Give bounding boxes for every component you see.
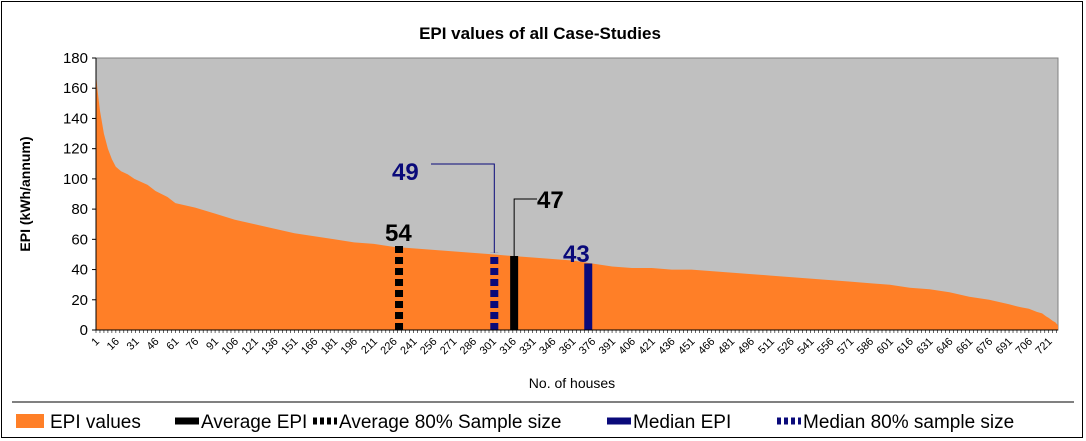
x-tick-label: 121 <box>239 336 260 357</box>
y-tick-label: 20 <box>71 292 88 309</box>
legend: EPI values Average EPI Average 80% Sample … <box>16 412 1014 433</box>
x-tick-label: 406 <box>617 336 638 357</box>
x-tick-label: 556 <box>815 336 836 357</box>
x-tick-label: 541 <box>795 336 816 357</box>
y-tick-label: 140 <box>63 110 88 127</box>
x-tick-label: 391 <box>597 336 618 357</box>
x-tick-label: 196 <box>339 336 360 357</box>
series-area-0 <box>96 73 1058 330</box>
y-tick-label: 60 <box>71 231 88 248</box>
x-tick-label: 451 <box>676 336 697 357</box>
x-tick-label: 346 <box>537 336 558 357</box>
x-tick-label: 286 <box>458 336 479 357</box>
x-tick-label: 721 <box>1033 336 1054 357</box>
x-tick-label: 181 <box>319 336 340 357</box>
y-tick-layer: 0 20 40 60 80 100 120 140 160 180 <box>63 50 96 339</box>
y-tick-label: 0 <box>80 322 88 339</box>
y-tick-label: 40 <box>71 262 88 279</box>
x-tick-label: 226 <box>378 336 399 357</box>
x-tick-label: 601 <box>875 336 896 357</box>
annotation-leader-3 <box>431 163 495 253</box>
x-tick-label: 106 <box>220 336 241 357</box>
y-tick-label: 120 <box>63 141 88 158</box>
x-tick-label: 526 <box>775 336 796 357</box>
x-tick-label: 361 <box>557 336 578 357</box>
x-tick-label: 256 <box>418 336 439 357</box>
x-tick-label: 61 <box>164 336 181 353</box>
x-tick-label: 31 <box>125 336 142 353</box>
area-series-layer <box>96 73 1058 330</box>
legend-label-0: EPI values <box>50 412 141 433</box>
x-tick-label: 436 <box>656 336 677 357</box>
x-tick-label: 91 <box>204 336 221 353</box>
legend-label-1: Average EPI <box>201 412 307 433</box>
x-tick-label: 661 <box>954 336 975 357</box>
legend-label-4: Median 80% sample size <box>803 412 1014 433</box>
x-tick-label: 151 <box>279 336 300 357</box>
marker-layer: 47 54 43 49 <box>385 159 593 330</box>
x-tick-label: 481 <box>716 336 737 357</box>
x-tick-label: 676 <box>974 336 995 357</box>
x-tick-label: 376 <box>577 336 598 357</box>
x-tick-label: 646 <box>934 336 955 357</box>
x-tick-label: 16 <box>105 336 122 353</box>
x-tick-label: 586 <box>855 336 876 357</box>
legend-label-3: Median EPI <box>633 412 731 433</box>
x-axis-title: No. of houses <box>529 375 615 391</box>
x-tick-label: 136 <box>259 336 280 357</box>
y-tick-label: 160 <box>63 80 88 97</box>
x-tick-label: 466 <box>696 336 717 357</box>
x-tick-label: 571 <box>835 336 856 357</box>
x-tick-label: 706 <box>1014 336 1035 357</box>
annotation-leader-0 <box>513 198 537 256</box>
chart-title: EPI values of all Case-Studies <box>419 24 661 43</box>
legend-swatch-0 <box>16 414 44 428</box>
y-tick-label: 180 <box>63 50 88 67</box>
x-tick-label: 331 <box>517 336 538 357</box>
x-tick-label: 316 <box>497 336 518 357</box>
annotation-label-0: 47 <box>537 187 564 214</box>
x-tick-label: 616 <box>894 336 915 357</box>
x-tick-label: 496 <box>736 336 757 357</box>
annotation-label-3: 49 <box>392 159 419 186</box>
annotation-label-1: 54 <box>385 220 412 247</box>
x-tick-label: 421 <box>636 336 657 357</box>
x-tick-label: 241 <box>398 336 419 357</box>
x-tick-label: 271 <box>438 336 459 357</box>
annotation-label-2: 43 <box>563 241 590 268</box>
x-tick-label: 46 <box>144 336 161 353</box>
x-tick-label: 631 <box>914 336 935 357</box>
x-tick-label: 301 <box>478 336 499 357</box>
x-tick-label: 76 <box>184 336 201 353</box>
y-axis-title: EPI (kWh/annum) <box>17 136 33 251</box>
x-tick-label: 166 <box>299 336 320 357</box>
x-tick-label: 511 <box>756 336 777 357</box>
y-tick-label: 80 <box>71 201 88 218</box>
legend-label-2: Average 80% Sample size <box>339 412 562 433</box>
x-tick-label: 691 <box>994 336 1015 357</box>
y-tick-label: 100 <box>63 171 88 188</box>
x-tick-label: 1 <box>89 336 102 349</box>
x-tick-label: 211 <box>359 336 380 357</box>
